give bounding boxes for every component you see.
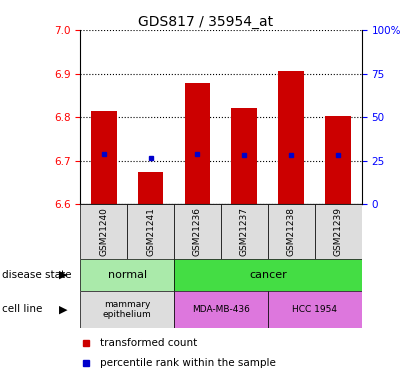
Text: GSM21241: GSM21241 <box>146 207 155 256</box>
Bar <box>315 204 362 259</box>
Text: mammary
epithelium: mammary epithelium <box>103 300 151 319</box>
Bar <box>174 259 362 291</box>
Text: GDS817 / 35954_at: GDS817 / 35954_at <box>138 15 273 29</box>
Bar <box>326 116 351 204</box>
Text: disease state: disease state <box>2 270 72 280</box>
Bar <box>138 172 164 204</box>
Text: GSM21236: GSM21236 <box>193 207 202 256</box>
Bar <box>174 204 221 259</box>
Bar <box>127 204 174 259</box>
Bar <box>174 291 268 328</box>
Bar <box>268 291 362 328</box>
Text: normal: normal <box>108 270 147 280</box>
Bar <box>231 108 257 204</box>
Bar <box>221 204 268 259</box>
Text: ▶: ▶ <box>60 304 68 314</box>
Text: transformed count: transformed count <box>100 338 197 348</box>
Text: GSM21240: GSM21240 <box>99 207 108 256</box>
Text: ▶: ▶ <box>60 270 68 280</box>
Bar <box>278 71 304 204</box>
Bar <box>80 204 127 259</box>
Bar <box>91 111 116 204</box>
Text: cell line: cell line <box>2 304 42 314</box>
Bar <box>80 291 174 328</box>
Text: GSM21239: GSM21239 <box>334 207 343 256</box>
Bar <box>185 83 210 204</box>
Text: GSM21237: GSM21237 <box>240 207 249 256</box>
Text: MDA-MB-436: MDA-MB-436 <box>192 305 250 314</box>
Text: GSM21238: GSM21238 <box>287 207 296 256</box>
Text: cancer: cancer <box>249 270 287 280</box>
Bar <box>80 259 174 291</box>
Text: percentile rank within the sample: percentile rank within the sample <box>100 358 276 368</box>
Text: HCC 1954: HCC 1954 <box>292 305 337 314</box>
Bar <box>268 204 315 259</box>
